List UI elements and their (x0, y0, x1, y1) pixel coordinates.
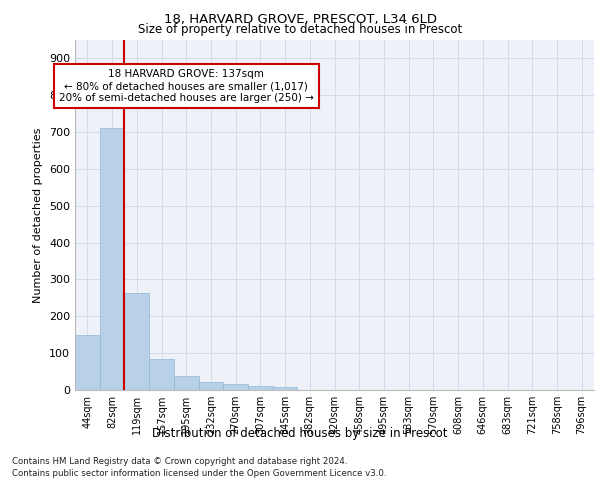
Text: 18 HARVARD GROVE: 137sqm
← 80% of detached houses are smaller (1,017)
20% of sem: 18 HARVARD GROVE: 137sqm ← 80% of detach… (59, 70, 314, 102)
Text: Contains HM Land Registry data © Crown copyright and database right 2024.: Contains HM Land Registry data © Crown c… (12, 458, 347, 466)
Y-axis label: Number of detached properties: Number of detached properties (34, 128, 43, 302)
Bar (124, 293, 149, 390)
Bar (100, 128, 124, 390)
Bar (149, 358, 174, 390)
Text: Size of property relative to detached houses in Prescot: Size of property relative to detached ho… (138, 22, 462, 36)
Bar (273, 387, 298, 390)
Text: Contains public sector information licensed under the Open Government Licence v3: Contains public sector information licen… (12, 468, 386, 477)
Bar (199, 382, 223, 390)
Bar (75, 336, 100, 390)
Text: Distribution of detached houses by size in Prescot: Distribution of detached houses by size … (152, 428, 448, 440)
Bar (223, 384, 248, 390)
Text: 18, HARVARD GROVE, PRESCOT, L34 6LD: 18, HARVARD GROVE, PRESCOT, L34 6LD (163, 12, 437, 26)
Bar (174, 376, 199, 390)
Bar (248, 386, 273, 390)
